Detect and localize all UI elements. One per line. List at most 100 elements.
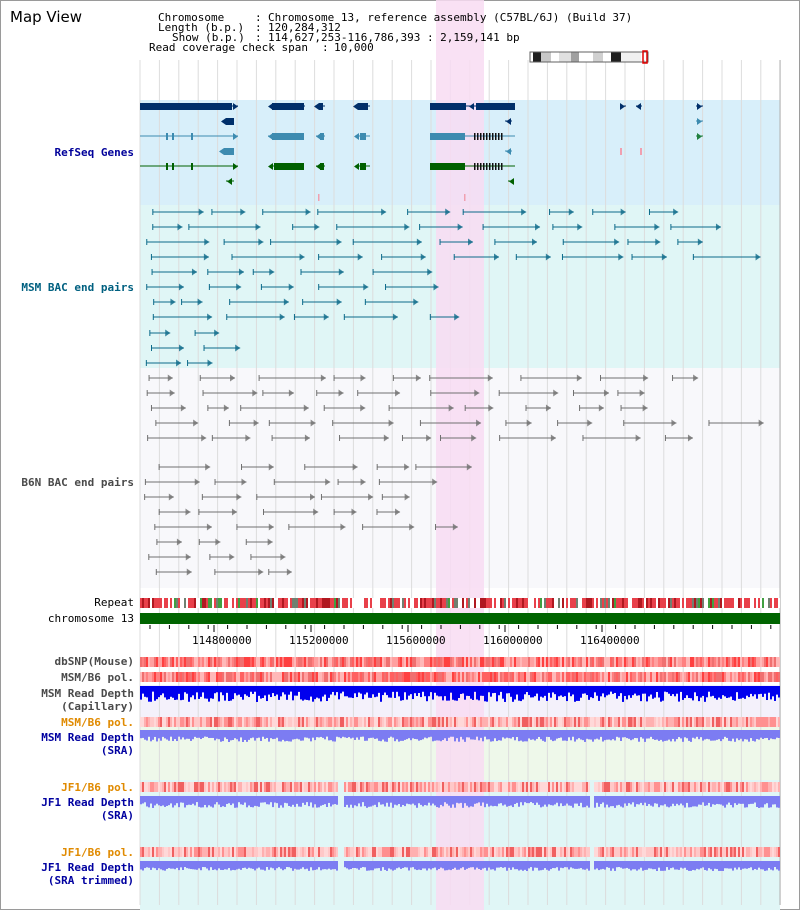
depth-bar [676,730,678,740]
heat-cell [528,672,530,682]
depth-bar [174,730,176,740]
gene-arrow [697,103,702,110]
heat-cell [428,782,430,792]
heat-cell [390,717,392,727]
chromosome-key: Chromosome [158,11,225,24]
heat-cell [344,657,346,667]
heat-cell [748,782,750,792]
heat-cell [442,717,444,727]
heat-cell [448,847,450,857]
heat-cell [540,657,542,667]
track-label-msm-depth-cap[interactable]: MSM Read Depth [41,687,134,700]
heat-cell [454,672,456,682]
repeat-segment [300,598,302,608]
track-label-b6n-bac[interactable]: B6N BAC end pairs [21,476,134,489]
track-label-msm-pol-sra[interactable]: MSM/B6 pol. [61,716,134,729]
depth-bar [674,686,676,697]
heat-cell [470,782,472,792]
ideogram-band [579,52,593,62]
heat-cell [656,847,658,857]
heat-cell [220,657,222,667]
heat-cell [202,782,204,792]
depth-bar [174,796,176,806]
b6n-bac-pair-arrow [404,493,410,501]
depth-bar [460,686,462,694]
heat-cell [658,672,660,682]
depth-bar [384,686,386,693]
heat-cell [448,657,450,667]
depth-bar [354,686,356,694]
depth-bar [224,730,226,738]
repeat-segment [310,598,312,608]
heat-cell [692,672,694,682]
depth-bar [550,686,552,698]
heat-cell [220,672,222,682]
track-label-refseq[interactable]: RefSeq Genes [54,146,134,159]
heat-cell [248,657,250,667]
repeat-segment [512,598,514,608]
depth-bar [406,686,408,700]
heat-cell [510,847,512,857]
repeat-segment [476,598,478,608]
depth-bar [628,730,630,739]
track-label-repeat[interactable]: Repeat [94,596,134,609]
depth-bar [566,796,568,804]
heat-cell [180,657,182,667]
heat-cell [586,672,588,682]
depth-bar [334,796,336,805]
heat-cell [592,717,594,727]
track-label-msm-bac[interactable]: MSM BAC end pairs [21,281,134,294]
depth-bar [206,861,208,869]
repeat-segment [470,598,472,608]
heat-cell [142,782,144,792]
depth-bar [424,861,426,869]
depth-bar [478,861,480,869]
repeat-segment [686,598,688,608]
depth-bar [372,686,374,695]
depth-bar [452,730,454,737]
repeat-segment [456,598,458,608]
heat-cell [634,782,636,792]
b6n-bac-pair-arrow [576,374,582,382]
heat-cell [646,782,648,792]
depth-bar [386,686,388,696]
repeat-segment [170,598,172,608]
heat-cell [546,717,548,727]
depth-bar [326,861,328,870]
depth-bar [754,730,756,742]
depth-bar [630,730,632,741]
track-label-dbsnp[interactable]: dbSNP(Mouse) [54,655,134,668]
track-label-jf1-pol-trimmed[interactable]: JF1/B6 pol. [61,846,134,859]
track-label-jf1-depth-trimmed[interactable]: JF1 Read Depth [41,861,134,874]
repeat-segment [362,598,364,608]
heat-cell [676,782,678,792]
msm-bac-pair-arrow [445,208,451,216]
repeat-segment [652,598,654,608]
depth-bar [260,796,262,803]
track-label-chromosome[interactable]: chromosome 13 [47,612,134,625]
heat-cell [188,717,190,727]
track-label-jf1-pol[interactable]: JF1/B6 pol. [61,781,134,794]
depth-bar [632,686,634,696]
heat-cell [454,847,456,857]
heat-cell [614,657,616,667]
gene-exon [226,118,234,125]
heat-cell [554,657,556,667]
track-label-jf1-depth[interactable]: JF1 Read Depth [41,796,134,809]
heat-cell [514,717,516,727]
depth-bar [434,730,436,741]
depth-bar [380,730,382,742]
depth-bar [486,686,488,702]
repeat-segment [664,598,666,608]
heat-cell [302,717,304,727]
heat-cell [170,672,172,682]
track-label-msm-pol[interactable]: MSM/B6 pol. [61,671,134,684]
depth-bar [208,686,210,702]
repeat-segment [218,598,220,608]
depth-bar [584,730,586,742]
heat-cell [344,847,346,857]
track-label-msm-depth-sra[interactable]: MSM Read Depth [41,731,134,744]
heat-cell [746,672,748,682]
depth-bar [144,686,146,697]
